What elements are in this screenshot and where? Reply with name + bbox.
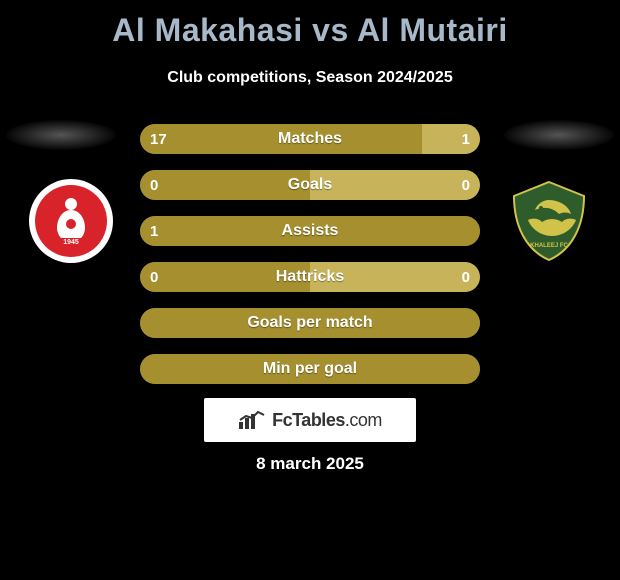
stat-bars: Matches171Goals00Assists1Hattricks00Goal… [140, 124, 480, 400]
stat-value-left: 0 [150, 170, 158, 200]
stat-value-right: 0 [462, 170, 470, 200]
player-shadow-right [504, 120, 614, 150]
stat-value-left: 17 [150, 124, 167, 154]
khaleej-badge-icon: KHALEEJ FC [506, 178, 592, 264]
brand-name: FcTables [272, 410, 345, 430]
al-wehda-badge-icon: 1945 AL WEHDA CLUB [28, 178, 114, 264]
team-badge-left: 1945 AL WEHDA CLUB [28, 178, 114, 264]
page-title: Al Makahasi vs Al Mutairi [0, 12, 620, 49]
svg-text:1945: 1945 [63, 239, 79, 246]
stat-label: Assists [140, 216, 480, 246]
stat-value-right: 1 [462, 124, 470, 154]
brand-text: FcTables.com [272, 410, 382, 431]
stat-value-right: 0 [462, 262, 470, 292]
stat-label: Min per goal [140, 354, 480, 384]
chart-icon [238, 410, 266, 430]
brand-domain: .com [345, 410, 382, 430]
svg-text:KHALEEJ FC: KHALEEJ FC [530, 243, 568, 249]
stat-label: Matches [140, 124, 480, 154]
team-badge-right: KHALEEJ FC [506, 178, 592, 264]
stat-row: Matches17 1 [140, 124, 480, 154]
player-shadow-left [6, 120, 116, 150]
stat-row: Goals per match [140, 308, 480, 338]
match-date: 8 march 2025 [0, 454, 620, 474]
stat-label: Goals per match [140, 308, 480, 338]
stat-row: Goals0 0 [140, 170, 480, 200]
stat-row: Assists1 [140, 216, 480, 246]
stat-row: Min per goal [140, 354, 480, 384]
stat-value-left: 0 [150, 262, 158, 292]
stat-label: Hattricks [140, 262, 480, 292]
comparison-card: Al Makahasi vs Al Mutairi Club competiti… [0, 0, 620, 580]
stat-row: Hattricks0 0 [140, 262, 480, 292]
stat-label: Goals [140, 170, 480, 200]
subtitle: Club competitions, Season 2024/2025 [0, 69, 620, 87]
brand-badge: FcTables.com [204, 398, 416, 442]
stat-value-left: 1 [150, 216, 158, 246]
